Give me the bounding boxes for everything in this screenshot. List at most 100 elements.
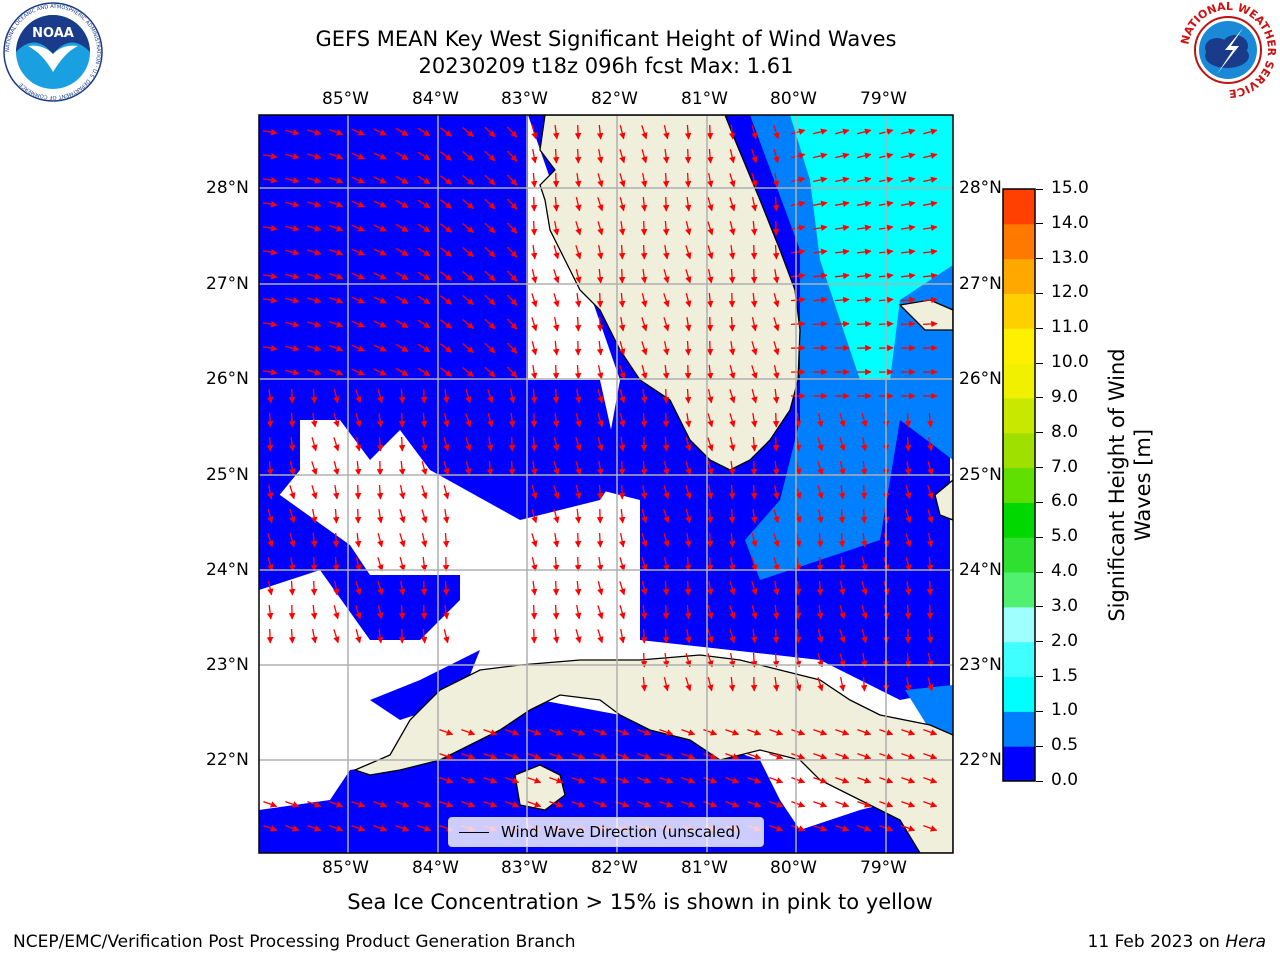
wave-direction-arrow <box>817 677 824 692</box>
wave-direction-arrow <box>791 776 806 784</box>
wave-direction-arrow <box>750 412 758 428</box>
wave-direction-arrow <box>462 175 474 185</box>
wave-direction-arrow <box>288 412 296 428</box>
wave-direction-arrow <box>329 824 344 832</box>
wave-direction-arrow <box>549 800 564 808</box>
wave-direction-arrow <box>442 580 450 596</box>
wave-direction-arrow <box>530 245 538 260</box>
wave-direction-arrow <box>817 461 824 476</box>
wave-direction-arrow <box>440 343 453 353</box>
wave-direction-arrow <box>747 776 762 784</box>
wave-direction-arrow <box>596 316 604 332</box>
wave-direction-arrow <box>640 605 648 620</box>
wave-direction-arrow <box>927 509 934 524</box>
wave-direction-arrow <box>794 437 802 452</box>
sea-ice-note: Sea Ice Concentration > 15% is shown in … <box>347 890 933 914</box>
wave-direction-arrow <box>266 412 274 428</box>
wave-direction-arrow <box>310 604 318 620</box>
colorbar-tick-label: 1.5 <box>1051 665 1079 686</box>
wave-direction-arrow <box>530 628 538 644</box>
wave-direction-arrow <box>574 580 582 596</box>
wave-direction-arrow <box>575 461 582 476</box>
wave-direction-arrow <box>285 225 300 232</box>
wave-direction-arrow <box>354 460 362 476</box>
lat-label: 27°N <box>206 274 249 294</box>
wave-direction-arrow <box>663 341 670 356</box>
wave-direction-arrow <box>596 341 604 356</box>
colorbar-tick-label: 12.0 <box>1051 282 1089 303</box>
lat-label: 22°N <box>206 750 249 770</box>
wave-direction-arrow <box>417 343 431 353</box>
wave-direction-arrow <box>417 271 431 281</box>
wave-direction-arrow <box>856 296 872 304</box>
wave-direction-arrow <box>574 364 582 380</box>
wave-direction-arrow <box>597 605 604 620</box>
wave-direction-arrow <box>530 220 538 236</box>
wave-direction-arrow <box>922 224 938 232</box>
wave-direction-arrow <box>791 128 806 135</box>
wave-direction-arrow <box>553 220 560 236</box>
wave-direction-arrow <box>905 485 912 500</box>
wave-direction-arrow <box>509 388 516 404</box>
wave-direction-arrow <box>663 677 670 692</box>
wave-direction-arrow <box>857 800 872 808</box>
wave-direction-arrow <box>728 508 736 524</box>
wave-direction-arrow <box>289 461 296 476</box>
wave-direction-arrow <box>487 413 494 428</box>
wave-direction-arrow <box>310 388 318 404</box>
wave-direction-arrow <box>794 628 802 644</box>
wave-direction-arrow <box>462 127 474 137</box>
map-frame <box>258 114 954 854</box>
wave-direction-arrow <box>662 149 670 164</box>
wave-direction-arrow <box>266 436 274 452</box>
map-legend: Wind Wave Direction (unscaled) <box>448 817 764 847</box>
wave-direction-arrow <box>486 460 494 476</box>
wave-direction-arrow <box>596 532 604 548</box>
wave-direction-arrow <box>443 629 450 644</box>
wave-direction-arrow <box>508 412 516 428</box>
wave-direction-arrow <box>773 365 780 380</box>
wave-direction-arrow <box>923 800 938 808</box>
wave-direction-arrow <box>355 413 362 428</box>
wave-direction-arrow <box>685 245 692 260</box>
wave-direction-arrow <box>834 224 850 232</box>
wave-direction-arrow <box>772 196 780 212</box>
wave-direction-arrow <box>462 367 474 377</box>
wave-direction-arrow <box>417 367 431 377</box>
wave-direction-arrow <box>813 176 828 183</box>
wave-direction-arrow <box>927 436 934 452</box>
wave-direction-arrow <box>484 366 496 378</box>
wave-direction-arrow <box>420 580 428 596</box>
wave-direction-arrow <box>725 728 740 736</box>
wave-direction-arrow <box>769 728 784 736</box>
wave-direction-arrow <box>684 533 692 548</box>
legend-line-swatch <box>459 832 489 833</box>
wave-direction-arrow <box>900 320 916 328</box>
wave-direction-arrow <box>443 485 450 500</box>
wave-direction-arrow <box>462 295 474 305</box>
wave-direction-arrow <box>659 800 674 808</box>
wave-direction-arrow <box>506 270 518 282</box>
wave-direction-arrow <box>263 800 278 808</box>
wave-direction-arrow <box>399 485 406 500</box>
lon-label: 81°W <box>681 89 728 109</box>
wave-direction-arrow <box>288 388 296 404</box>
wave-direction-arrow <box>262 176 278 184</box>
wave-direction-arrow <box>861 581 868 596</box>
wave-direction-arrow <box>398 604 406 620</box>
wave-direction-arrow <box>751 557 758 572</box>
wave-direction-arrow <box>662 604 670 620</box>
wave-direction-arrow <box>553 485 560 500</box>
wave-direction-arrow <box>421 533 428 548</box>
wave-direction-arrow <box>262 200 278 208</box>
wave-direction-arrow <box>685 628 692 644</box>
wave-direction-arrow <box>794 412 802 428</box>
wave-direction-arrow <box>596 460 604 476</box>
wave-direction-arrow <box>707 413 714 428</box>
colorbar-swatch <box>1003 223 1035 260</box>
wave-direction-arrow <box>685 221 692 236</box>
wave-direction-arrow <box>685 269 692 284</box>
wave-direction-arrow <box>531 125 538 140</box>
wave-direction-arrow <box>772 604 780 620</box>
wave-direction-arrow <box>395 223 409 233</box>
